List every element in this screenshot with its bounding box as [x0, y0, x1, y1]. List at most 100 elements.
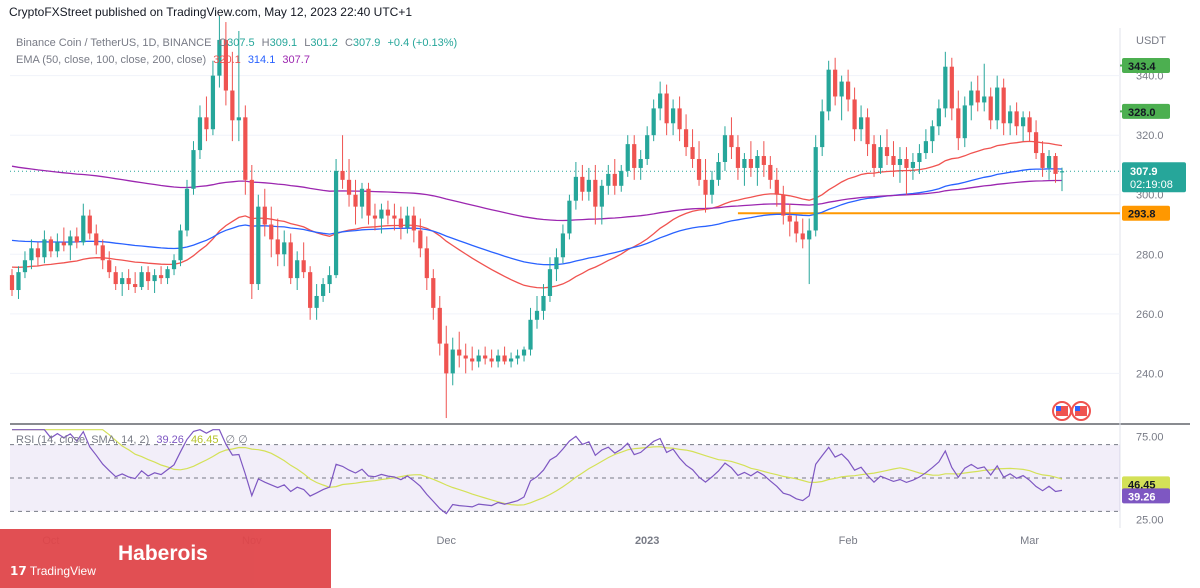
candle-body: [158, 275, 164, 279]
candle-body: [658, 93, 663, 109]
candle-body: [949, 66, 954, 109]
candle: [295, 251, 300, 291]
candle-body: [897, 159, 903, 165]
candle: [969, 81, 974, 121]
candle-body: [586, 179, 591, 192]
candle: [61, 227, 66, 252]
candle: [269, 206, 274, 258]
candle: [541, 284, 546, 320]
candle-body: [593, 179, 598, 207]
candle-body: [1046, 156, 1052, 168]
candle-body: [1033, 132, 1039, 154]
candle-body: [606, 173, 611, 186]
candle-body: [113, 272, 118, 285]
candle: [521, 346, 527, 362]
candle: [1021, 111, 1026, 142]
candle: [146, 266, 151, 291]
candle: [9, 269, 15, 296]
candle: [599, 179, 604, 225]
candle-body: [787, 215, 792, 222]
price-grid: [10, 75, 1120, 374]
candle: [638, 150, 643, 180]
candle: [671, 99, 676, 136]
candle-body: [554, 257, 559, 270]
candle: [405, 206, 410, 234]
candle-body: [975, 90, 980, 103]
candle-body: [904, 159, 909, 168]
time-tick-label: Mar: [1020, 535, 1039, 547]
candle: [891, 141, 896, 177]
candle: [709, 170, 715, 204]
candle: [658, 81, 663, 121]
candle-body: [774, 179, 779, 195]
candle-body: [184, 188, 190, 231]
candle-body: [690, 147, 695, 160]
candle-body: [515, 355, 520, 359]
price-tag-bg: [1122, 162, 1186, 193]
candle-body: [29, 248, 34, 261]
published-note: CryptoFXStreet published on TradingView.…: [9, 5, 413, 19]
candle-body: [431, 278, 436, 308]
low-value: 301.2: [310, 37, 338, 49]
open-value: 307.5: [227, 37, 255, 49]
candle-body: [807, 230, 812, 240]
tradingview-logo-icon: 𝟭𝟳: [10, 564, 27, 578]
candle-body: [852, 99, 857, 130]
candle-body: [210, 75, 216, 130]
candle-body: [463, 355, 468, 359]
candle-body: [962, 105, 967, 139]
flags-icon[interactable]: [1052, 401, 1091, 421]
candle: [871, 135, 877, 177]
candle: [988, 87, 993, 130]
candle: [1027, 111, 1032, 142]
candle-body: [256, 206, 261, 285]
candle: [197, 105, 203, 160]
candle-body: [178, 230, 183, 261]
candle: [923, 129, 928, 160]
svg-text:RSI (14, close, SMA, 14, 2): RSI (14, close, SMA, 14, 2) 39.26 46.45 …: [16, 434, 248, 446]
candle-body: [126, 278, 131, 285]
candle: [884, 129, 890, 165]
candle: [366, 182, 371, 225]
candle-body: [204, 117, 209, 130]
candle-body: [508, 358, 514, 362]
candle: [340, 135, 345, 189]
ema-line: [11, 168, 1063, 266]
candle-body: [308, 272, 313, 308]
candle-body: [521, 349, 527, 356]
candle: [1059, 167, 1065, 192]
candle: [243, 105, 248, 195]
candle-body: [664, 93, 669, 124]
candle-body: [1040, 153, 1045, 168]
candle: [820, 99, 825, 157]
candle-body: [995, 87, 1000, 121]
candle: [897, 147, 903, 183]
candle-body: [470, 358, 475, 362]
price-tick-label: 300.0: [1136, 190, 1164, 202]
candle: [74, 227, 79, 249]
candle-body: [87, 215, 92, 234]
candle: [470, 346, 475, 371]
candle: [651, 99, 656, 142]
candle-body: [372, 215, 378, 219]
candle: [372, 203, 378, 231]
rsi-line: [12, 429, 1063, 515]
rsi-sma-value: 46.45: [191, 434, 219, 446]
candle-body: [580, 176, 585, 192]
candle-body: [748, 159, 753, 168]
candle: [729, 117, 734, 160]
candle: [275, 218, 280, 267]
candle: [683, 114, 689, 157]
tradingview-logo: 𝟭𝟳 TradingView: [10, 564, 96, 578]
candles: [9, 16, 1065, 419]
candle: [554, 248, 559, 282]
candle-body: [133, 284, 138, 288]
candle: [917, 144, 922, 174]
candle: [457, 331, 462, 368]
candle: [301, 242, 306, 279]
candle: [586, 167, 591, 201]
candle-body: [599, 185, 604, 207]
candle: [48, 236, 53, 258]
